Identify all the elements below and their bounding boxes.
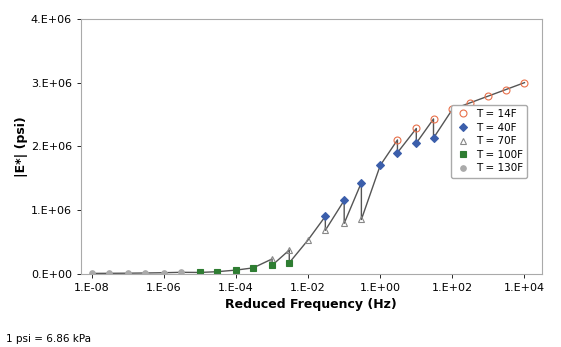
T = 70F xyxy=(269,257,275,261)
T = 14F xyxy=(485,94,492,98)
T = 40F xyxy=(358,180,365,185)
T = 100F xyxy=(233,268,240,272)
T = 40F xyxy=(341,198,348,203)
T = 70F xyxy=(341,221,348,226)
T = 70F xyxy=(305,238,311,242)
Line: T = 130F: T = 130F xyxy=(89,270,184,276)
T = 70F xyxy=(286,248,293,252)
Y-axis label: |E*| (psi): |E*| (psi) xyxy=(15,116,28,177)
T = 14F xyxy=(466,101,473,105)
T = 14F xyxy=(502,87,509,92)
T = 14F xyxy=(430,117,437,121)
Line: T = 14F: T = 14F xyxy=(394,79,528,143)
T = 100F xyxy=(269,263,275,268)
Text: 1 psi = 6.86 kPa: 1 psi = 6.86 kPa xyxy=(6,333,91,344)
T = 40F xyxy=(430,136,437,140)
T = 14F xyxy=(449,107,456,111)
Line: T = 100F: T = 100F xyxy=(196,259,293,276)
T = 130F xyxy=(125,271,131,275)
T = 130F xyxy=(142,271,149,275)
T = 130F xyxy=(105,271,112,276)
Legend: T = 14F, T = 40F, T = 70F, T = 100F, T = 130F: T = 14F, T = 40F, T = 70F, T = 100F, T =… xyxy=(451,105,527,178)
Line: T = 40F: T = 40F xyxy=(323,135,436,219)
T = 14F xyxy=(413,126,420,130)
T = 70F xyxy=(322,228,329,232)
T = 100F xyxy=(196,270,203,274)
T = 40F xyxy=(394,151,401,155)
T = 100F xyxy=(214,270,220,274)
T = 130F xyxy=(89,271,95,276)
T = 130F xyxy=(178,270,185,274)
X-axis label: Reduced Frequency (Hz): Reduced Frequency (Hz) xyxy=(226,298,397,311)
T = 40F xyxy=(413,141,420,145)
T = 40F xyxy=(322,214,329,218)
T = 130F xyxy=(160,271,167,275)
T = 100F xyxy=(286,261,293,265)
T = 70F xyxy=(358,218,365,222)
T = 40F xyxy=(377,163,384,168)
Line: T = 70F: T = 70F xyxy=(269,216,365,262)
T = 14F xyxy=(521,81,528,85)
T = 100F xyxy=(250,266,256,270)
T = 14F xyxy=(394,138,401,142)
